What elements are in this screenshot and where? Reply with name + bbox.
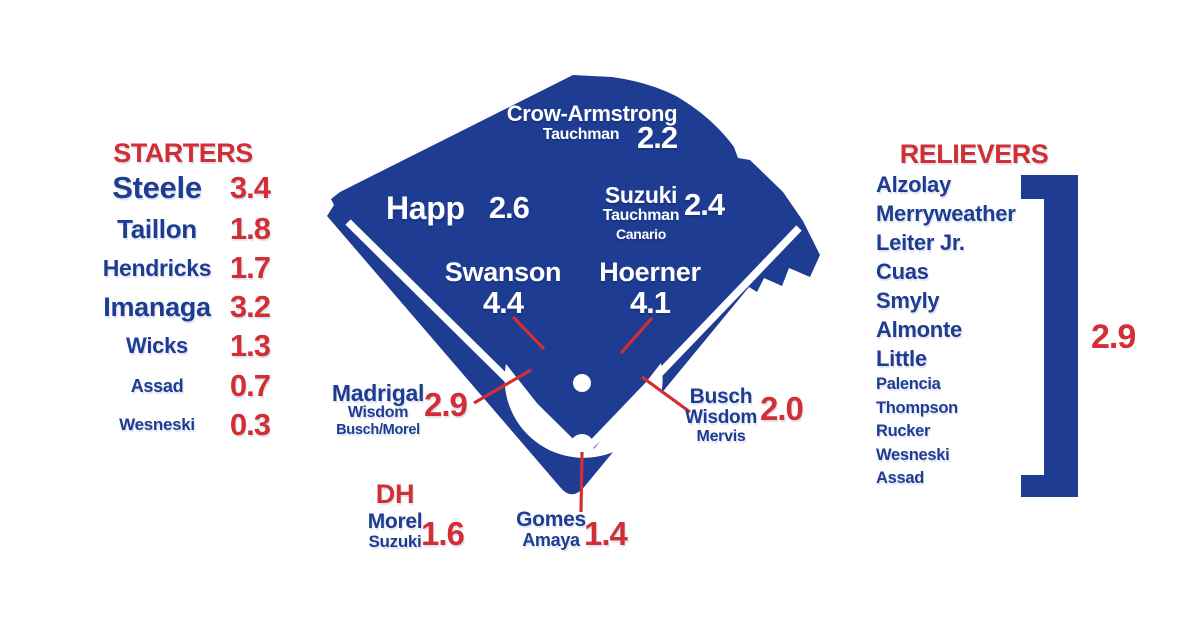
foul-line-right [587,225,802,449]
callout-line-shortstop [511,315,546,351]
starter-war: 0.7 [229,368,271,403]
designated-hitter-name: Morel [367,509,423,533]
left-field-group: Happ 2.6 [386,190,530,227]
reliever-name: Cuas [876,259,929,284]
shortstop-war: 4.4 [482,284,524,320]
designated-hitter-group: DH Morel Suzuki [343,480,447,551]
catcher-war: 1.4 [584,515,628,552]
reliever-name: Thompson [876,398,958,417]
designated-hitter-backup: Suzuki [368,531,422,551]
foul-line-left [345,219,578,449]
left-field-war: 2.6 [488,190,530,225]
starters-title: STARTERS [113,138,253,168]
starter-name: Hendricks [102,254,212,281]
home-plate-area [570,434,594,458]
left-field-name: Happ [386,190,465,226]
third-base-name: Madrigal [331,380,425,406]
shortstop-name: Swanson [444,257,562,287]
starter-war: 1.8 [229,211,271,246]
starter-row: Wesneski 0.3 [96,407,271,443]
first-base-backup2: Mervis [696,428,746,446]
starter-row: Wicks 1.3 [96,328,271,364]
second-base-group: Hoerner 4.1 [588,258,712,319]
starter-name: Imanaga [103,291,211,322]
third-base-war: 2.9 [424,386,468,423]
first-base-group: Busch Wisdom Mervis [659,385,783,446]
starter-war: 1.7 [229,250,271,285]
reliever-name: Assad [876,469,925,487]
reliever-name: Smyly [876,288,940,313]
center-field-name: Crow-Armstrong [506,101,678,126]
designated-hitter-war: 1.6 [421,515,465,552]
starter-name: Wesneski [119,415,195,434]
relievers-war: 2.9 [1091,318,1136,356]
right-field-backup2: Canario [615,226,667,243]
center-field-war: 2.2 [637,120,678,155]
catcher-group: Gomes Amaya [498,508,604,551]
starter-row: Hendricks 1.7 [96,250,271,286]
starter-war: 0.3 [229,407,271,442]
starter-row: Taillon 1.8 [96,211,271,247]
reliever-name: Rucker [876,422,931,440]
reliever-name: Almonte [876,317,962,342]
callout-line-catcher [579,451,584,513]
catcher-name: Gomes [516,508,586,531]
callout-line-first-base [641,375,691,414]
reliever-name: Alzolay [876,172,951,197]
right-field-backup: Tauchman [602,207,680,225]
starter-war: 1.3 [229,328,271,363]
shortstop-group: Swanson 4.4 [441,258,565,319]
center-field-group: Crow-Armstrong Tauchman [492,102,692,144]
first-base-backup: Wisdom [685,407,757,429]
reliever-name: Palencia [876,375,941,393]
second-base-name: Hoerner [599,257,701,287]
callout-line-second-base [619,316,654,355]
right-field-group: Suzuki Tauchman Canario [578,183,704,242]
field-outline [327,75,820,495]
relievers-title: RELIEVERS [899,139,1049,169]
third-base-backup: Wisdom [347,404,409,422]
reliever-name: Little [876,346,927,371]
reliever-name: Leiter Jr. [876,230,965,255]
infield-grass-area [504,363,663,458]
second-base-war: 4.1 [629,284,671,320]
first-base-name: Busch [689,385,753,408]
relievers-bracket [1021,175,1078,497]
reliever-name: Wesneski [876,445,950,464]
pitchers-mound [573,374,591,392]
third-base-group: Madrigal Wisdom Busch/Morel [316,381,440,439]
relievers-list: Alzolay Merryweather Leiter Jr. Cuas Smy… [876,170,1016,491]
center-field-backup: Tauchman [542,126,620,144]
designated-hitter-label: DH [375,479,415,509]
starter-name: Assad [130,375,184,396]
starter-name: Wicks [126,333,188,358]
catcher-backup: Amaya [522,530,580,551]
starter-war: 3.2 [229,289,271,324]
right-field-name: Suzuki [604,182,678,208]
third-base-backup2: Busch/Morel [336,422,420,439]
right-field-war: 2.4 [684,187,725,222]
starter-row: Assad 0.7 [96,368,271,404]
reliever-name: Merryweather [876,201,1016,226]
starter-name: Steele [112,170,202,205]
starter-war: 3.4 [229,170,271,205]
starter-row: Imanaga 3.2 [96,289,271,325]
starter-row: Steele 3.4 [96,170,271,206]
starter-name: Taillon [117,213,197,244]
first-base-war: 2.0 [760,390,804,427]
callout-line-third-base [473,368,532,405]
